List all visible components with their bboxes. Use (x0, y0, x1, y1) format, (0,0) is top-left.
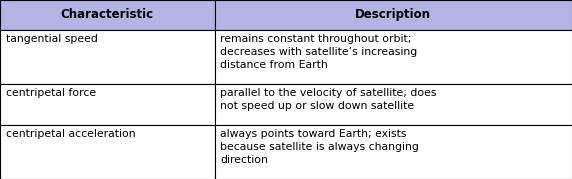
Bar (0, 0, 214, 30)
Bar (0, 30, 214, 84)
Bar (214, 30, 572, 84)
Text: always points toward Earth; exists
because satellite is always changing
directio: always points toward Earth; exists becau… (220, 129, 419, 165)
Text: remains constant throughout orbit;
decreases with satellite’s increasing
distanc: remains constant throughout orbit; decre… (220, 34, 418, 70)
Bar (0, 125, 214, 179)
Bar (0, 84, 214, 125)
Text: parallel to the velocity of satellite; does
not speed up or slow down satellite: parallel to the velocity of satellite; d… (220, 88, 436, 111)
Bar (214, 0, 572, 30)
Text: centripetal force: centripetal force (6, 88, 96, 98)
Text: Description: Description (355, 8, 431, 21)
Bar (214, 84, 572, 125)
Text: centripetal acceleration: centripetal acceleration (6, 129, 136, 139)
Bar (214, 125, 572, 179)
Text: tangential speed: tangential speed (6, 34, 98, 44)
Text: Characteristic: Characteristic (61, 8, 154, 21)
